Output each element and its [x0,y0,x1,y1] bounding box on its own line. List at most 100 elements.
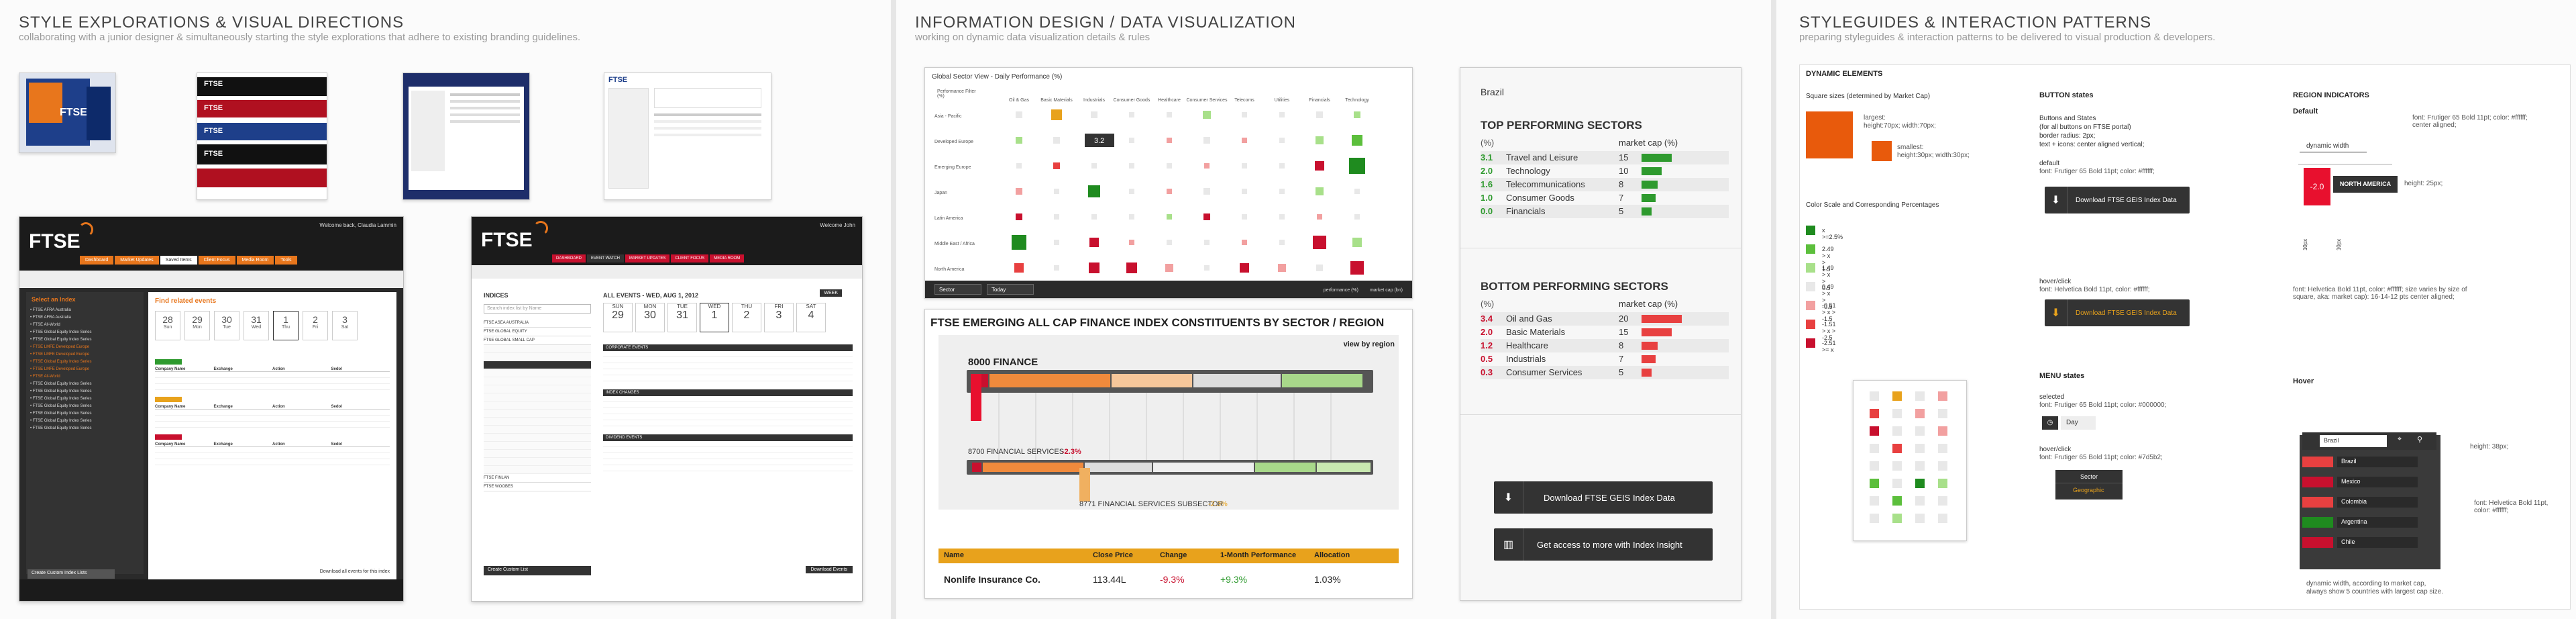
hover-country-item[interactable]: Chile [2302,536,2436,551]
heatmap-cell[interactable] [1089,238,1099,247]
tab-4[interactable]: Media Room [236,256,274,265]
heatmap-cell[interactable] [1354,111,1360,118]
index-item[interactable] [484,353,591,361]
index-item[interactable] [484,401,591,410]
heatmap-cell[interactable] [1203,137,1210,144]
table-header[interactable]: Change [1160,551,1187,559]
table-row[interactable] [603,369,853,375]
week-toggle[interactable]: WEEK [820,289,842,297]
calendar-day[interactable]: THU 2 [732,303,761,332]
index-item[interactable]: FTSE WOOBES [484,483,591,491]
hover-country-item[interactable]: Mexico [2302,475,2436,490]
tab-1[interactable]: Market Updates [115,256,159,265]
sector-row[interactable]: 0.5 Industrials 7 [1481,352,1729,366]
sector-row[interactable]: 3.4 Oil and Gas 20 [1481,312,1729,326]
table-row[interactable] [603,414,853,420]
table-row[interactable] [603,357,853,363]
heatmap-cell[interactable] [1316,187,1324,195]
index-item[interactable] [484,377,591,385]
thumb-2[interactable]: FTSE FTSE FTSE FTSE [197,73,327,200]
heatmap-cell[interactable] [1126,263,1137,273]
heatmap-cell[interactable] [1354,214,1360,220]
heatmap-cell[interactable] [1167,189,1172,194]
heatmap-cell[interactable] [1317,214,1322,220]
heatmap-cell[interactable] [1167,112,1172,117]
heatmap-cell[interactable] [1242,240,1247,245]
heatmap-cell[interactable] [1089,263,1099,273]
tab-2[interactable]: MARKET UPDATES [625,254,670,263]
heatmap-cell[interactable] [1279,240,1285,245]
download-button-default[interactable]: ⬇ Download FTSE GEIS Index Data [2045,187,2190,213]
table-row[interactable] [603,402,853,408]
sidebar-index-item[interactable]: • FTSE Global Equity Index Series [30,338,92,342]
table-header[interactable]: Allocation [1314,551,1350,559]
tab-5[interactable]: Tools [275,256,297,265]
table-row[interactable] [155,384,390,390]
heatmap-cell[interactable] [1279,214,1285,220]
calendar-day[interactable]: 29 Mon [184,311,210,340]
table-header[interactable]: Name [944,551,964,559]
heatmap-cell[interactable] [1313,236,1326,249]
sidebar-index-item[interactable]: • FTSE Global Equity Index Series [30,426,92,430]
heatmap-cell[interactable] [1203,111,1211,119]
calendar-day[interactable]: 1 Thu [273,311,299,340]
heatmap-cell[interactable] [1129,138,1134,143]
index-item[interactable] [484,369,591,377]
region-search-input[interactable]: Brazil [2320,435,2387,447]
sidebar-index-item[interactable]: • FTSE Global Equity Index Series [30,389,92,393]
table-row[interactable] [603,441,853,447]
sidebar-index-item[interactable]: • FTSE LMFE Developed Europe [30,345,90,349]
thumb-1[interactable]: FTSE [19,73,116,153]
sector-segment[interactable] [1255,463,1316,472]
sector-segment[interactable] [1153,463,1254,472]
index-item[interactable]: FTSE FINLAN [484,474,591,483]
calendar-day[interactable]: TUE 31 [667,303,697,332]
heatmap-cell[interactable] [1279,163,1285,169]
table-row[interactable] [603,459,853,465]
heatmap-cell[interactable] [1167,163,1172,169]
heatmap-cell[interactable] [1016,213,1022,220]
heatmap-cell[interactable] [1088,185,1100,197]
tab-0[interactable]: DASHBOARD [552,254,586,263]
table-row[interactable] [155,459,390,465]
calendar-day[interactable]: FRI 3 [764,303,794,332]
sidebar-index-item[interactable]: • FTSE All-World [30,323,60,327]
index-item[interactable] [484,393,591,401]
sector-segment[interactable] [1317,463,1371,472]
sector-row[interactable]: 0.0 Financials 5 [1481,205,1729,218]
table-row[interactable] [155,422,390,428]
index-item[interactable] [484,361,591,369]
heatmap-cell[interactable] [1129,214,1134,220]
table-row[interactable] [155,453,390,459]
heatmap-cell[interactable] [1349,158,1365,174]
hover-country-item[interactable]: Argentina [2302,516,2436,530]
heatmap-cell[interactable] [1167,214,1172,220]
tab-3[interactable]: Client Focus [198,256,235,265]
calendar-day[interactable]: SUN 29 [603,303,633,332]
create-list-button[interactable]: Create Custom Index Lists [28,569,115,579]
index-insight-button[interactable]: ▥ Get access to more with Index Insight [1494,528,1713,561]
table-row[interactable] [603,408,853,414]
table-row[interactable] [155,378,390,384]
heatmap-cell[interactable] [1279,112,1285,117]
table-row[interactable] [603,447,853,453]
heatmap-cell[interactable] [1054,240,1059,245]
heatmap-cell[interactable] [1242,112,1247,117]
index-item[interactable] [484,385,591,393]
sector-segment[interactable] [1193,374,1281,387]
sector-row[interactable]: 2.0 Basic Materials 15 [1481,326,1729,339]
heatmap-cell[interactable] [1352,238,1362,247]
sector-row[interactable]: 2.0 Technology 10 [1481,164,1729,178]
table-row[interactable] [603,420,853,426]
index-item[interactable] [484,418,591,426]
thumb-4[interactable]: FTSE [604,73,771,200]
table-row[interactable] [155,410,390,416]
heatmap-cell[interactable] [1204,163,1210,169]
sidebar-index-item[interactable]: • FTSE Global Equity Index Series [30,330,92,334]
heatmap-cell[interactable] [1242,163,1247,169]
heatmap-cell[interactable] [1016,188,1022,195]
table-row[interactable] [155,447,390,453]
calendar-day[interactable]: 28 Sun [155,311,180,340]
heatmap-cell[interactable] [1016,137,1022,144]
sector-segment[interactable] [1085,463,1152,472]
